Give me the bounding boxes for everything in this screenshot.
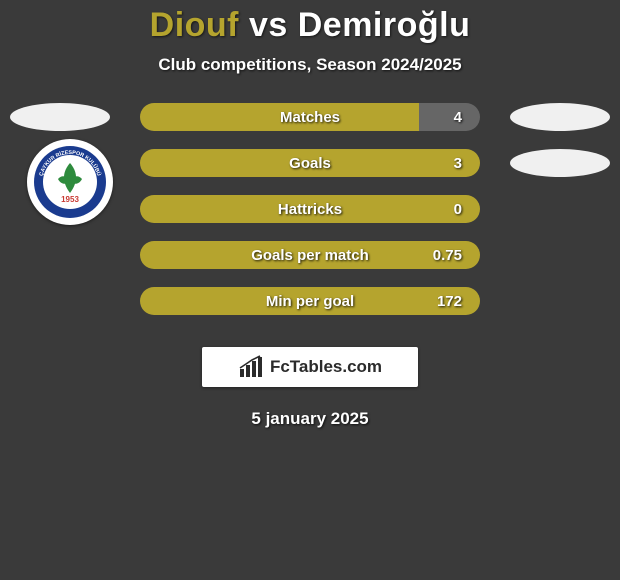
stat-bar-segment	[419, 103, 480, 131]
stat-row: Goals per match0.75	[0, 241, 620, 287]
subtitle: Club competitions, Season 2024/2025	[0, 55, 620, 75]
chart-icon	[238, 355, 264, 379]
date-text: 5 january 2025	[0, 409, 620, 429]
stat-bar	[140, 149, 480, 177]
stat-bar	[140, 287, 480, 315]
stat-row: Matches4	[0, 103, 620, 149]
player2-badge-placeholder	[510, 103, 610, 131]
title-player1: Diouf	[150, 6, 239, 44]
player1-badge-placeholder	[10, 103, 110, 131]
stat-bar	[140, 103, 480, 131]
stat-bar-segment	[140, 195, 480, 223]
player2-badge-placeholder	[510, 149, 610, 177]
stat-bar-segment	[140, 149, 480, 177]
content-wrapper: Diouf vs Demiroğlu Club competitions, Se…	[0, 0, 620, 429]
page-title: Diouf vs Demiroğlu	[0, 6, 620, 45]
stat-bar	[140, 195, 480, 223]
branding-text: FcTables.com	[270, 357, 382, 377]
stat-bar-segment	[140, 287, 480, 315]
stat-bar-segment	[140, 103, 419, 131]
title-player2: Demiroğlu	[298, 6, 471, 44]
title-vs: vs	[249, 6, 288, 44]
stat-bar-segment	[140, 241, 480, 269]
stat-row: Hattricks0	[0, 195, 620, 241]
stat-bar	[140, 241, 480, 269]
stat-row: Min per goal172	[0, 287, 620, 333]
branding-badge[interactable]: FcTables.com	[202, 347, 418, 387]
stat-row: 1953ÇAYKUR RİZESPOR KULÜBÜGoals3	[0, 149, 620, 195]
stats-container: Matches41953ÇAYKUR RİZESPOR KULÜBÜGoals3…	[0, 103, 620, 333]
